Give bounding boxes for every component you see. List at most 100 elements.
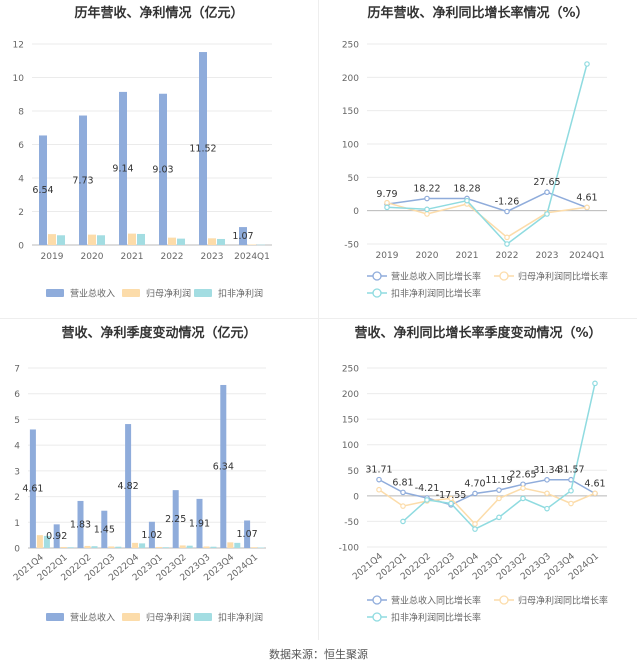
data-point xyxy=(496,487,502,493)
horizontal-divider xyxy=(0,318,637,319)
data-label: 4.61 xyxy=(22,484,43,495)
data-point xyxy=(568,487,574,494)
data-point xyxy=(400,489,406,496)
legend-swatch xyxy=(194,613,212,621)
chart-title: 营收、净利季度变动情况（亿元） xyxy=(61,326,257,341)
legend-marker xyxy=(499,271,509,281)
y-tick-label: 1 xyxy=(14,519,20,529)
bar xyxy=(220,384,227,548)
bar xyxy=(168,237,176,245)
y-tick-label: 250 xyxy=(342,365,359,375)
data-label: 1.83 xyxy=(70,519,91,530)
bar xyxy=(210,546,217,548)
annual-growth-chart: -50 0 50 100 150 200 250 2019 2020 2021 2022 2023 20… xyxy=(342,41,608,300)
y-tick-label: 0 xyxy=(353,492,359,502)
data-point xyxy=(496,514,502,521)
data-point xyxy=(544,189,550,196)
bar xyxy=(60,546,67,548)
data-label: 11.19 xyxy=(485,475,512,486)
data-point xyxy=(544,490,550,497)
y-tick-label: 0 xyxy=(353,207,359,217)
bar xyxy=(132,542,139,548)
bar xyxy=(29,429,36,548)
data-point xyxy=(472,526,478,532)
bar xyxy=(137,233,145,245)
x-tick-label: 2020 xyxy=(416,251,439,261)
data-label: 1.45 xyxy=(94,524,115,535)
data-label: 6.54 xyxy=(32,185,53,196)
y-tick-label: 50 xyxy=(348,174,360,184)
legend-marker xyxy=(372,595,382,605)
data-point xyxy=(544,505,550,512)
series-line xyxy=(386,191,588,213)
annual-revenue-profit-chart: 0 2 4 6 8 10 12 2019 2020 2021 2022 2023 2024Q1 6.54 7… xyxy=(13,41,272,300)
x-tick-label: 2023 xyxy=(536,251,559,261)
legend-label: 营业总收入同比增长率 xyxy=(391,271,481,283)
data-label: -4.21 xyxy=(415,483,440,494)
y-tick-label: 10 xyxy=(13,74,25,84)
bar xyxy=(39,135,47,245)
data-point xyxy=(376,486,382,493)
y-tick-label: -50 xyxy=(344,518,359,528)
bar xyxy=(248,244,256,245)
quarterly-revenue-profit-chart: 012345672021Q42022Q12022Q22022Q32022Q420… xyxy=(12,365,266,624)
bar xyxy=(199,52,207,245)
bar xyxy=(88,234,96,245)
y-tick-label: 4 xyxy=(14,442,20,452)
bar xyxy=(119,91,127,245)
bar xyxy=(115,546,122,548)
bar xyxy=(234,542,241,548)
data-label: 6.81 xyxy=(392,477,413,488)
legend-label: 归母净利润同比增长率 xyxy=(518,271,608,283)
series-line xyxy=(386,201,588,239)
data-label: 9.79 xyxy=(376,189,397,200)
y-tick-label: 250 xyxy=(342,41,359,51)
bar xyxy=(148,521,155,548)
legend-swatch xyxy=(194,289,212,297)
data-point xyxy=(376,476,382,483)
y-tick-label: 150 xyxy=(342,416,359,426)
bar xyxy=(53,524,60,548)
data-label: 31.34 xyxy=(533,465,560,476)
source-label: 数据来源： xyxy=(269,648,324,661)
bar xyxy=(97,235,105,245)
quarterly-revenue-profit-panel: 营收、净利季度变动情况（亿元） 0 1 2 3 4 5 6 7 2021Q4 2022Q1 2022… xyxy=(0,320,318,640)
data-point xyxy=(464,197,470,204)
legend-marker xyxy=(372,288,382,298)
data-point xyxy=(448,500,454,507)
data-label: 4.70 xyxy=(464,478,485,489)
data-label: 1.07 xyxy=(232,231,253,242)
data-label: 22.65 xyxy=(509,469,536,480)
legend-label: 归母净利润 xyxy=(146,288,191,300)
x-tick-label: 2019 xyxy=(376,251,399,261)
bar xyxy=(84,545,91,548)
chart-title: 历年营收、净利同比增长率情况（%） xyxy=(367,6,589,21)
quarterly-growth-panel: 营收、净利同比增长率季度变动情况（%） -100 -50 0 50 100 150 200 2… xyxy=(319,320,637,640)
bar xyxy=(186,545,193,548)
data-label: 4.61 xyxy=(584,478,605,489)
legend-label: 扣非净利润同比增长率 xyxy=(391,612,481,624)
chart-title: 营收、净利同比增长率季度变动情况（%） xyxy=(354,326,602,341)
series-line xyxy=(402,383,596,531)
x-tick-label: 2022 xyxy=(161,252,184,262)
x-tick-label: 2021 xyxy=(121,252,144,262)
data-point xyxy=(544,477,550,483)
data-label: -17.55 xyxy=(436,490,467,501)
y-tick-label: 0 xyxy=(18,242,24,252)
annual-growth-panel: 历年营收、净利同比增长率情况（%） -50 0 50 100 150 200 250 2019… xyxy=(319,0,637,320)
data-point xyxy=(424,211,430,217)
bar xyxy=(258,547,265,548)
bar xyxy=(57,235,65,245)
data-label: 4.82 xyxy=(118,481,139,492)
data-label: 9.14 xyxy=(112,163,133,174)
data-label: -1.26 xyxy=(495,197,520,208)
data-point xyxy=(472,490,478,497)
legend-swatch xyxy=(122,613,140,621)
y-tick-label: 7 xyxy=(14,365,20,375)
bar xyxy=(48,234,56,245)
y-tick-label: 100 xyxy=(342,441,359,451)
y-tick-label: 100 xyxy=(342,141,359,151)
data-point xyxy=(504,208,510,215)
data-point xyxy=(424,497,430,503)
legend-label: 扣非净利润 xyxy=(218,612,263,624)
